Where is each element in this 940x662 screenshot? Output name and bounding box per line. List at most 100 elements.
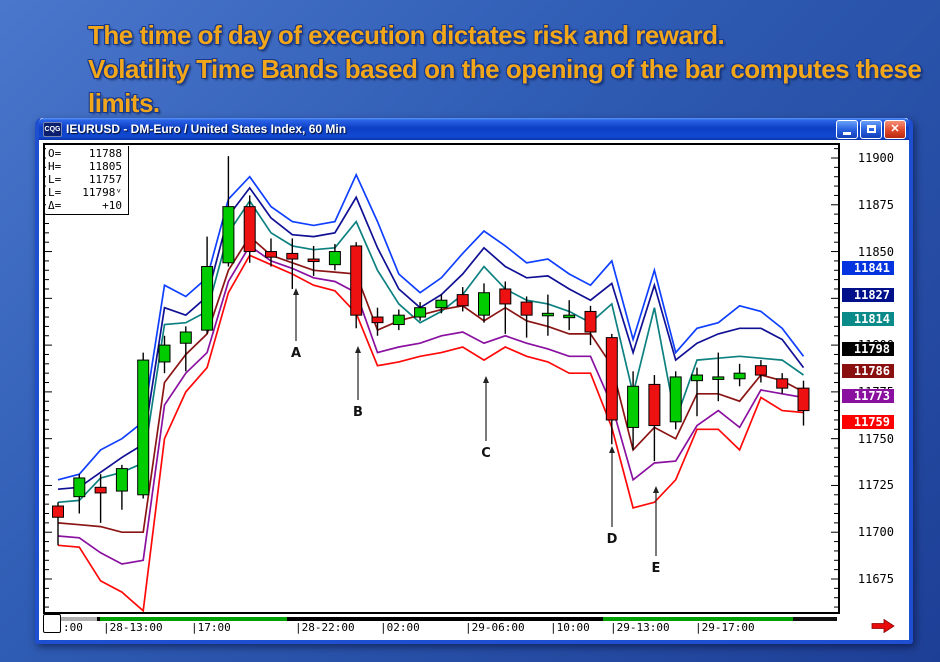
candle <box>648 383 661 427</box>
candle <box>691 374 703 382</box>
candle <box>392 314 405 326</box>
time-label: |17:00 <box>191 621 231 634</box>
candle <box>179 331 192 344</box>
candle <box>350 245 363 316</box>
candle <box>286 252 299 260</box>
maximize-button[interactable] <box>860 119 882 139</box>
candle <box>243 206 256 253</box>
candle <box>414 307 427 318</box>
candle <box>754 365 767 376</box>
band-price-badge: 11759 <box>842 414 894 429</box>
window-title: IEURUSD - DM-Euro / United States Index,… <box>66 122 347 136</box>
candle <box>456 294 469 307</box>
candle <box>328 251 341 266</box>
minimize-icon <box>843 131 851 135</box>
session-segment <box>60 617 97 621</box>
time-label: |29-13:00 <box>610 621 670 634</box>
candle <box>435 299 448 309</box>
candle <box>733 372 746 380</box>
candle <box>222 206 235 264</box>
candle <box>115 468 128 492</box>
candle <box>371 316 384 324</box>
upper-band-2 <box>57 186 805 491</box>
time-label: |29-06:00 <box>465 621 525 634</box>
lower-band-3 <box>57 254 804 612</box>
band-price-badge: 11841 <box>842 261 894 276</box>
close-icon: ✕ <box>890 122 900 135</box>
candle <box>584 310 597 333</box>
candle <box>520 301 533 316</box>
annotation-B: B <box>353 405 363 420</box>
candle <box>307 258 320 263</box>
headline-line-1: The time of day of execution dictates ri… <box>88 20 725 50</box>
candle <box>52 505 64 518</box>
close-button[interactable]: ✕ <box>884 119 906 139</box>
candle <box>94 486 107 494</box>
candle <box>605 337 618 421</box>
candle <box>712 376 725 380</box>
candle <box>137 359 150 496</box>
candle <box>563 314 576 319</box>
time-label: |29-17:00 <box>695 621 755 634</box>
candle <box>776 378 789 389</box>
slide-headline: The time of day of execution dictates ri… <box>88 18 938 120</box>
price-label: 11675 <box>857 571 894 586</box>
candle <box>797 387 810 412</box>
time-label: |02:00 <box>380 621 420 634</box>
candle <box>541 312 554 317</box>
quote-row: L= 11798ᵛ <box>48 186 122 199</box>
candle <box>265 251 277 258</box>
annotation-C: C <box>481 446 491 461</box>
scrollbar-thumb[interactable] <box>43 614 61 633</box>
band-price-badge: 11827 <box>842 287 894 302</box>
session-segment <box>97 617 100 621</box>
band-price-badge: 11798 <box>842 341 894 356</box>
candle <box>73 477 86 498</box>
lower-band-2 <box>57 244 804 565</box>
quote-row: L= 11757 <box>48 173 122 186</box>
band-price-badge: 11814 <box>842 311 894 326</box>
window-titlebar[interactable]: CQG IEURUSD - DM-Euro / United States In… <box>39 118 909 140</box>
time-label: :00 <box>63 621 83 634</box>
time-axis: :00 |28-13:00 |17:00 |28-22:00 |02:00 |29-06:… <box>39 615 839 637</box>
session-segment <box>287 617 603 621</box>
candle <box>478 292 490 316</box>
candle <box>499 288 512 305</box>
annotation-A: A <box>291 346 301 361</box>
quote-row: H= 11805 <box>48 160 122 173</box>
cqg-app-icon: CQG <box>43 121 62 137</box>
time-label: |28-13:00 <box>103 621 163 634</box>
band-price-badge: 11786 <box>842 364 894 379</box>
quote-panel: O= 11788 H= 11805 L= 11757 L= 11798ᵛ Δ= +10 <box>46 146 129 215</box>
price-label: 11875 <box>857 197 894 212</box>
annotation-E: E <box>652 561 661 576</box>
time-label: |10:00 <box>550 621 590 634</box>
minimize-button[interactable] <box>836 119 858 139</box>
candle <box>627 385 640 428</box>
quote-row: Δ= +10 <box>48 199 122 212</box>
candlestick-chart: A B C D E <box>45 148 838 612</box>
candle <box>201 266 214 331</box>
session-segment <box>793 617 837 621</box>
chart-window-content: A B C D E O= 11788 H= 11805 L= 11757 L= 11798ᵛ Δ= +10… <box>39 140 909 640</box>
time-label: |28-22:00 <box>295 621 355 634</box>
lower-band-1 <box>57 235 804 534</box>
price-label: 11700 <box>857 525 894 540</box>
candle <box>669 376 682 423</box>
candle <box>158 344 171 363</box>
chart-window: CQG IEURUSD - DM-Euro / United States In… <box>35 118 913 644</box>
scroll-right-arrow-icon[interactable] <box>871 619 895 633</box>
band-price-badge: 11773 <box>842 388 894 403</box>
price-label: 11850 <box>857 244 894 259</box>
maximize-icon <box>866 125 876 133</box>
chart-plot-area[interactable]: A B C D E <box>43 143 840 614</box>
upper-band-3 <box>57 172 805 481</box>
session-segment <box>100 617 287 621</box>
price-axis: 1190011875118501182511800117751175011725… <box>840 143 900 614</box>
quote-row: O= 11788 <box>48 147 122 160</box>
price-label: 11750 <box>857 431 894 446</box>
price-label: 11725 <box>857 478 894 493</box>
annotation-D: D <box>607 532 618 547</box>
price-label: 11900 <box>857 151 894 165</box>
